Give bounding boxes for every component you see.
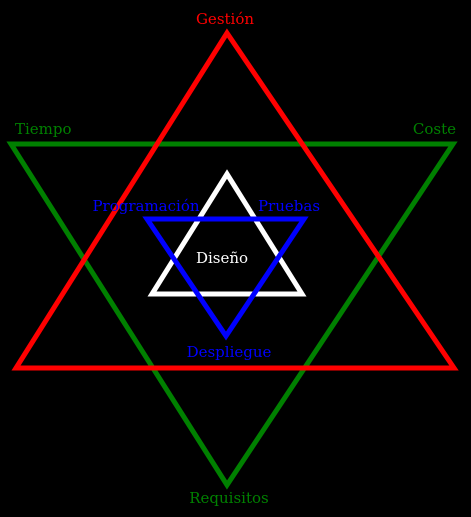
- label-left: Tiempo: [15, 120, 72, 138]
- label-bottom: Requisitos: [189, 489, 268, 507]
- label-right: Coste: [413, 120, 456, 138]
- label-center: Diseño: [196, 249, 248, 267]
- core-triangle: [147, 169, 307, 297]
- label-inner-right: Pruebas: [258, 197, 320, 215]
- label-inner-bottom: Despliegue: [187, 343, 272, 361]
- label-top: Gestión: [196, 10, 254, 28]
- label-inner-left: Programación: [92, 197, 199, 215]
- constraints-triangle: [6, 141, 458, 490]
- process-triangle: [142, 216, 309, 341]
- management-triangle: [11, 28, 459, 371]
